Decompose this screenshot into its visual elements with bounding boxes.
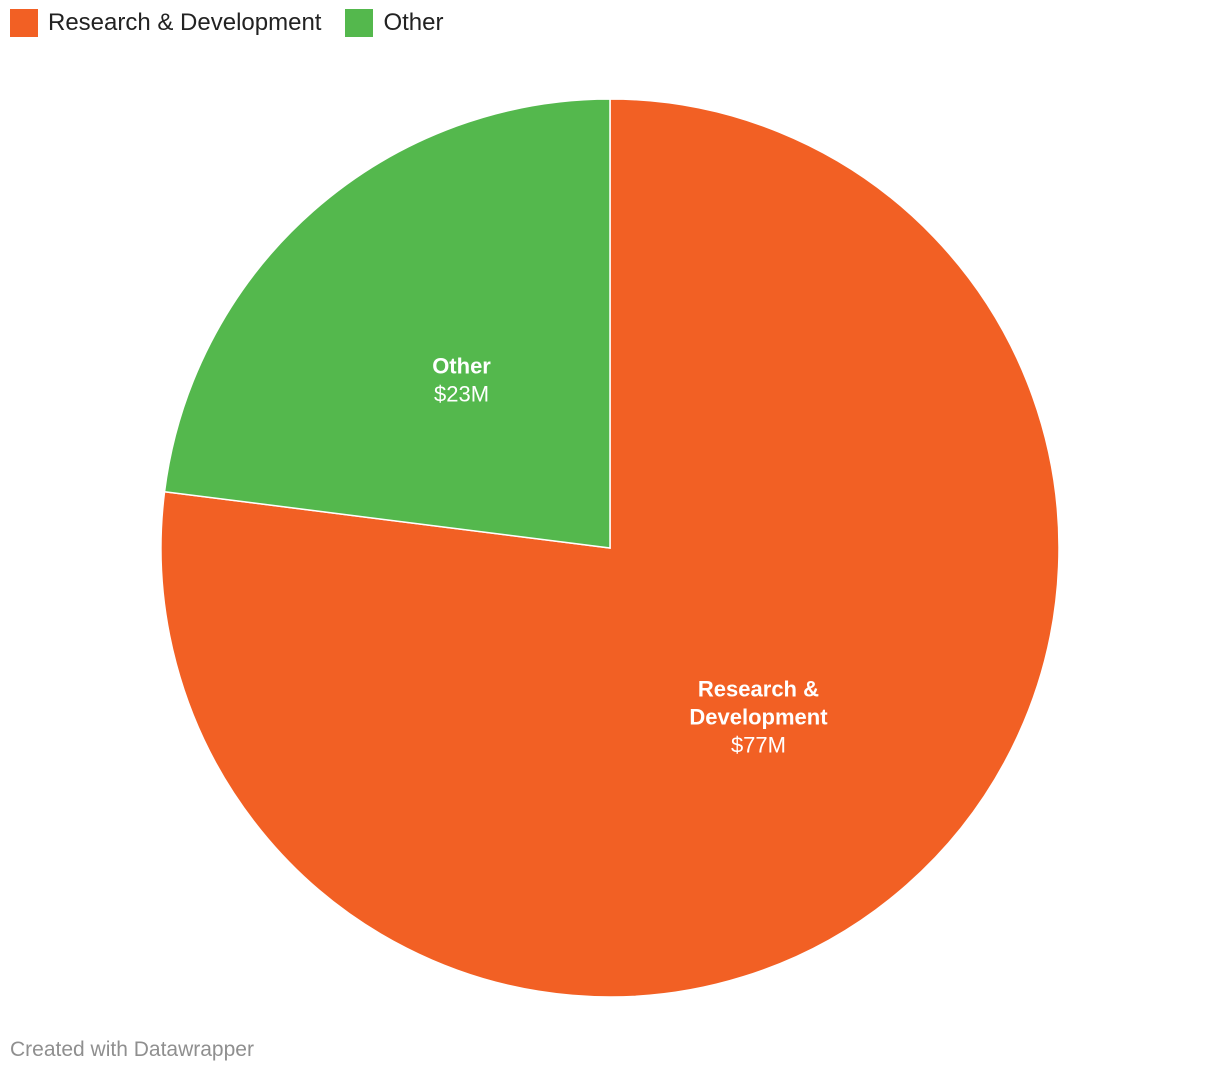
slice-value-other: $23M <box>434 382 489 407</box>
pie-slice-research-development <box>160 98 1060 998</box>
legend-item-other: Other <box>345 9 444 37</box>
legend-swatch-research-development <box>10 9 38 37</box>
legend-label-other: Other <box>383 9 444 36</box>
credit-text: Created with Datawrapper <box>10 1038 254 1061</box>
slice-name-research-development-line-2: Development <box>689 704 828 729</box>
legend-label-research-development: Research & Development <box>48 9 322 36</box>
slice-label-other: Other $23M <box>432 354 491 407</box>
chart-legend: Research & Development Other <box>10 9 468 37</box>
slice-name-other-line-1: Other <box>432 354 491 379</box>
slice-name-research-development-line-1: Research & <box>698 676 819 701</box>
slice-value-research-development: $77M <box>731 732 786 757</box>
slice-label-research-development: Research & Development $77M <box>689 676 828 757</box>
legend-swatch-other <box>345 9 374 37</box>
legend-item-research-development: Research & Development <box>10 9 321 37</box>
pie-slice-other <box>163 98 611 549</box>
